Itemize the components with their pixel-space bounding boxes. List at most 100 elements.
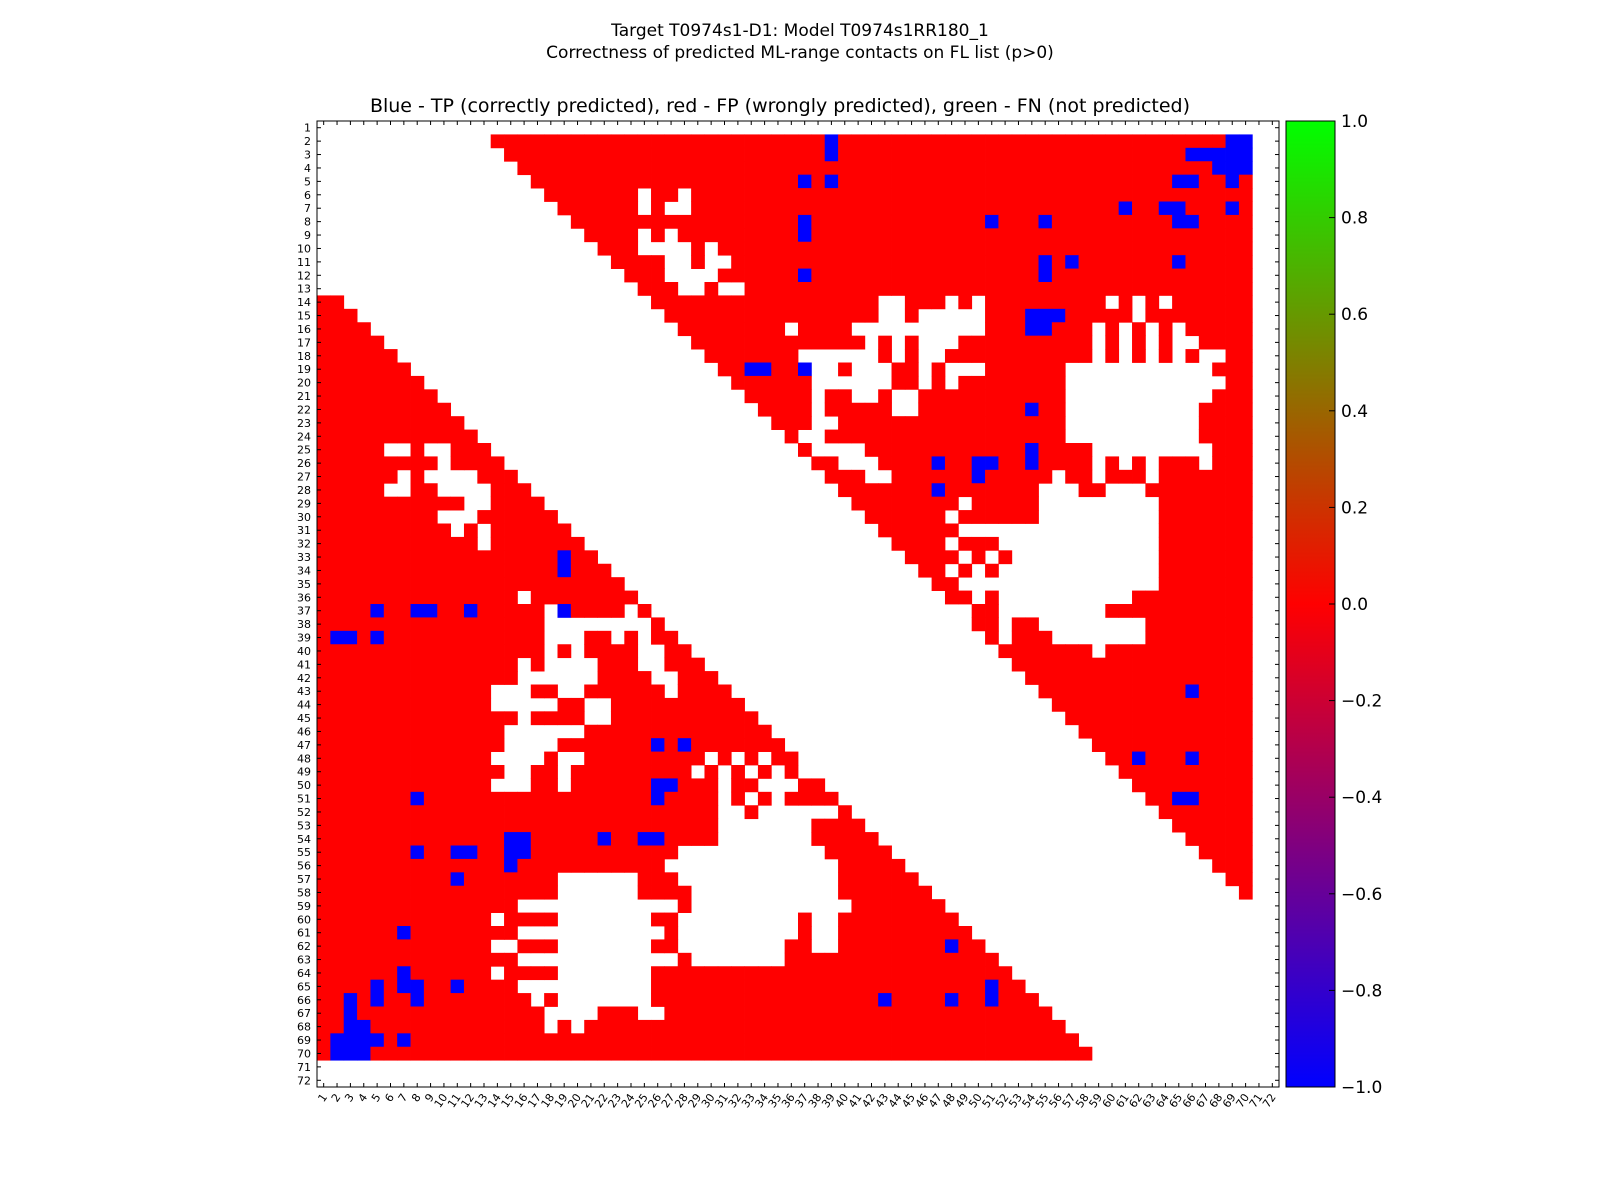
fp-cell <box>610 577 625 591</box>
fp-cell <box>744 134 759 149</box>
fp-cell <box>383 536 398 551</box>
fp-cell <box>463 523 478 538</box>
fp-cell <box>477 604 492 618</box>
fp-cell <box>383 899 398 913</box>
colorbar-tick-label: 0.6 <box>1341 305 1368 325</box>
fp-cell <box>463 443 478 457</box>
fp-cell <box>637 697 652 712</box>
fp-cell <box>570 805 585 820</box>
fp-cell <box>1212 456 1226 471</box>
fp-cell <box>477 1019 492 1034</box>
fp-cell <box>1145 214 1160 229</box>
fp-cell <box>584 684 598 699</box>
fp-cell <box>864 966 879 981</box>
fp-cell <box>1145 268 1160 283</box>
fp-cell <box>1091 201 1106 216</box>
fp-cell <box>1145 147 1160 162</box>
fp-cell <box>1025 295 1039 310</box>
fp-cell <box>544 684 558 699</box>
fp-cell <box>811 952 826 967</box>
fp-cell <box>1145 671 1160 685</box>
fp-cell <box>1212 604 1226 618</box>
fp-cell <box>517 510 532 524</box>
fp-cell <box>1105 684 1120 699</box>
tp-cell <box>944 939 959 954</box>
fp-cell <box>437 724 452 739</box>
fp-cell <box>397 590 411 605</box>
fp-cell <box>450 966 465 981</box>
fp-cell <box>490 711 505 726</box>
fp-cell <box>958 966 973 981</box>
fp-cell <box>317 657 331 672</box>
fp-cell <box>490 604 505 618</box>
fp-cell <box>1051 228 1066 243</box>
fp-cell <box>824 791 839 806</box>
fp-cell <box>1225 510 1240 524</box>
fp-cell <box>597 147 612 162</box>
tp-cell <box>757 362 772 377</box>
fp-cell <box>664 711 679 726</box>
fp-cell <box>1105 322 1120 337</box>
fp-cell <box>1212 469 1226 484</box>
fp-cell <box>864 483 879 498</box>
fp-cell <box>1158 335 1173 350</box>
fp-cell <box>1091 188 1106 202</box>
fp-cell <box>477 671 492 685</box>
fp-cell <box>824 201 839 216</box>
fp-cell <box>904 885 919 900</box>
fp-cell <box>998 469 1013 484</box>
fp-cell <box>838 255 852 269</box>
fp-cell <box>784 241 799 256</box>
fp-cell <box>664 161 679 176</box>
fp-cell <box>637 1033 652 1048</box>
fp-cell <box>704 966 719 981</box>
fp-cell <box>651 858 665 873</box>
fp-cell <box>504 523 518 538</box>
fp-cell <box>477 912 492 927</box>
fp-cell <box>1158 630 1173 645</box>
fp-cell <box>771 322 786 337</box>
fp-cell <box>1011 375 1026 390</box>
fp-cell <box>918 979 933 994</box>
fp-cell <box>383 349 398 363</box>
fp-cell <box>971 979 986 994</box>
fp-cell <box>998 268 1013 283</box>
fp-cell <box>918 966 933 981</box>
tp-cell <box>463 845 478 860</box>
fp-cell <box>1158 510 1173 524</box>
fp-cell <box>557 161 572 176</box>
fp-cell <box>838 402 852 417</box>
fp-cell <box>717 134 732 149</box>
fp-cell <box>317 1019 331 1034</box>
fp-cell <box>1172 818 1186 833</box>
fp-cell <box>838 872 852 887</box>
fp-cell <box>450 429 465 444</box>
fp-cell <box>878 389 892 404</box>
fp-cell <box>651 979 665 994</box>
fp-cell <box>1238 858 1253 873</box>
fp-cell <box>463 818 478 833</box>
fp-cell <box>824 161 839 176</box>
fp-cell <box>958 926 973 940</box>
fp-cell <box>1118 644 1133 659</box>
y-tick-label: 8 <box>304 216 311 229</box>
fp-cell <box>423 697 438 712</box>
fp-cell <box>504 966 518 981</box>
fp-cell <box>985 389 999 404</box>
fp-cell <box>1158 147 1173 162</box>
fp-cell <box>1105 604 1120 618</box>
fp-cell <box>357 926 371 940</box>
fp-cell <box>597 590 612 605</box>
fp-cell <box>357 671 371 685</box>
fp-cell <box>851 282 866 296</box>
fp-cell <box>891 1033 906 1048</box>
fp-cell <box>624 845 639 860</box>
fp-cell <box>397 1006 411 1021</box>
fp-cell <box>651 174 665 189</box>
fp-cell <box>1172 778 1186 793</box>
fp-cell <box>1158 496 1173 511</box>
fp-cell <box>504 510 518 524</box>
tp-cell <box>517 845 532 860</box>
fp-cell <box>691 979 705 994</box>
fp-cell <box>1118 161 1133 176</box>
